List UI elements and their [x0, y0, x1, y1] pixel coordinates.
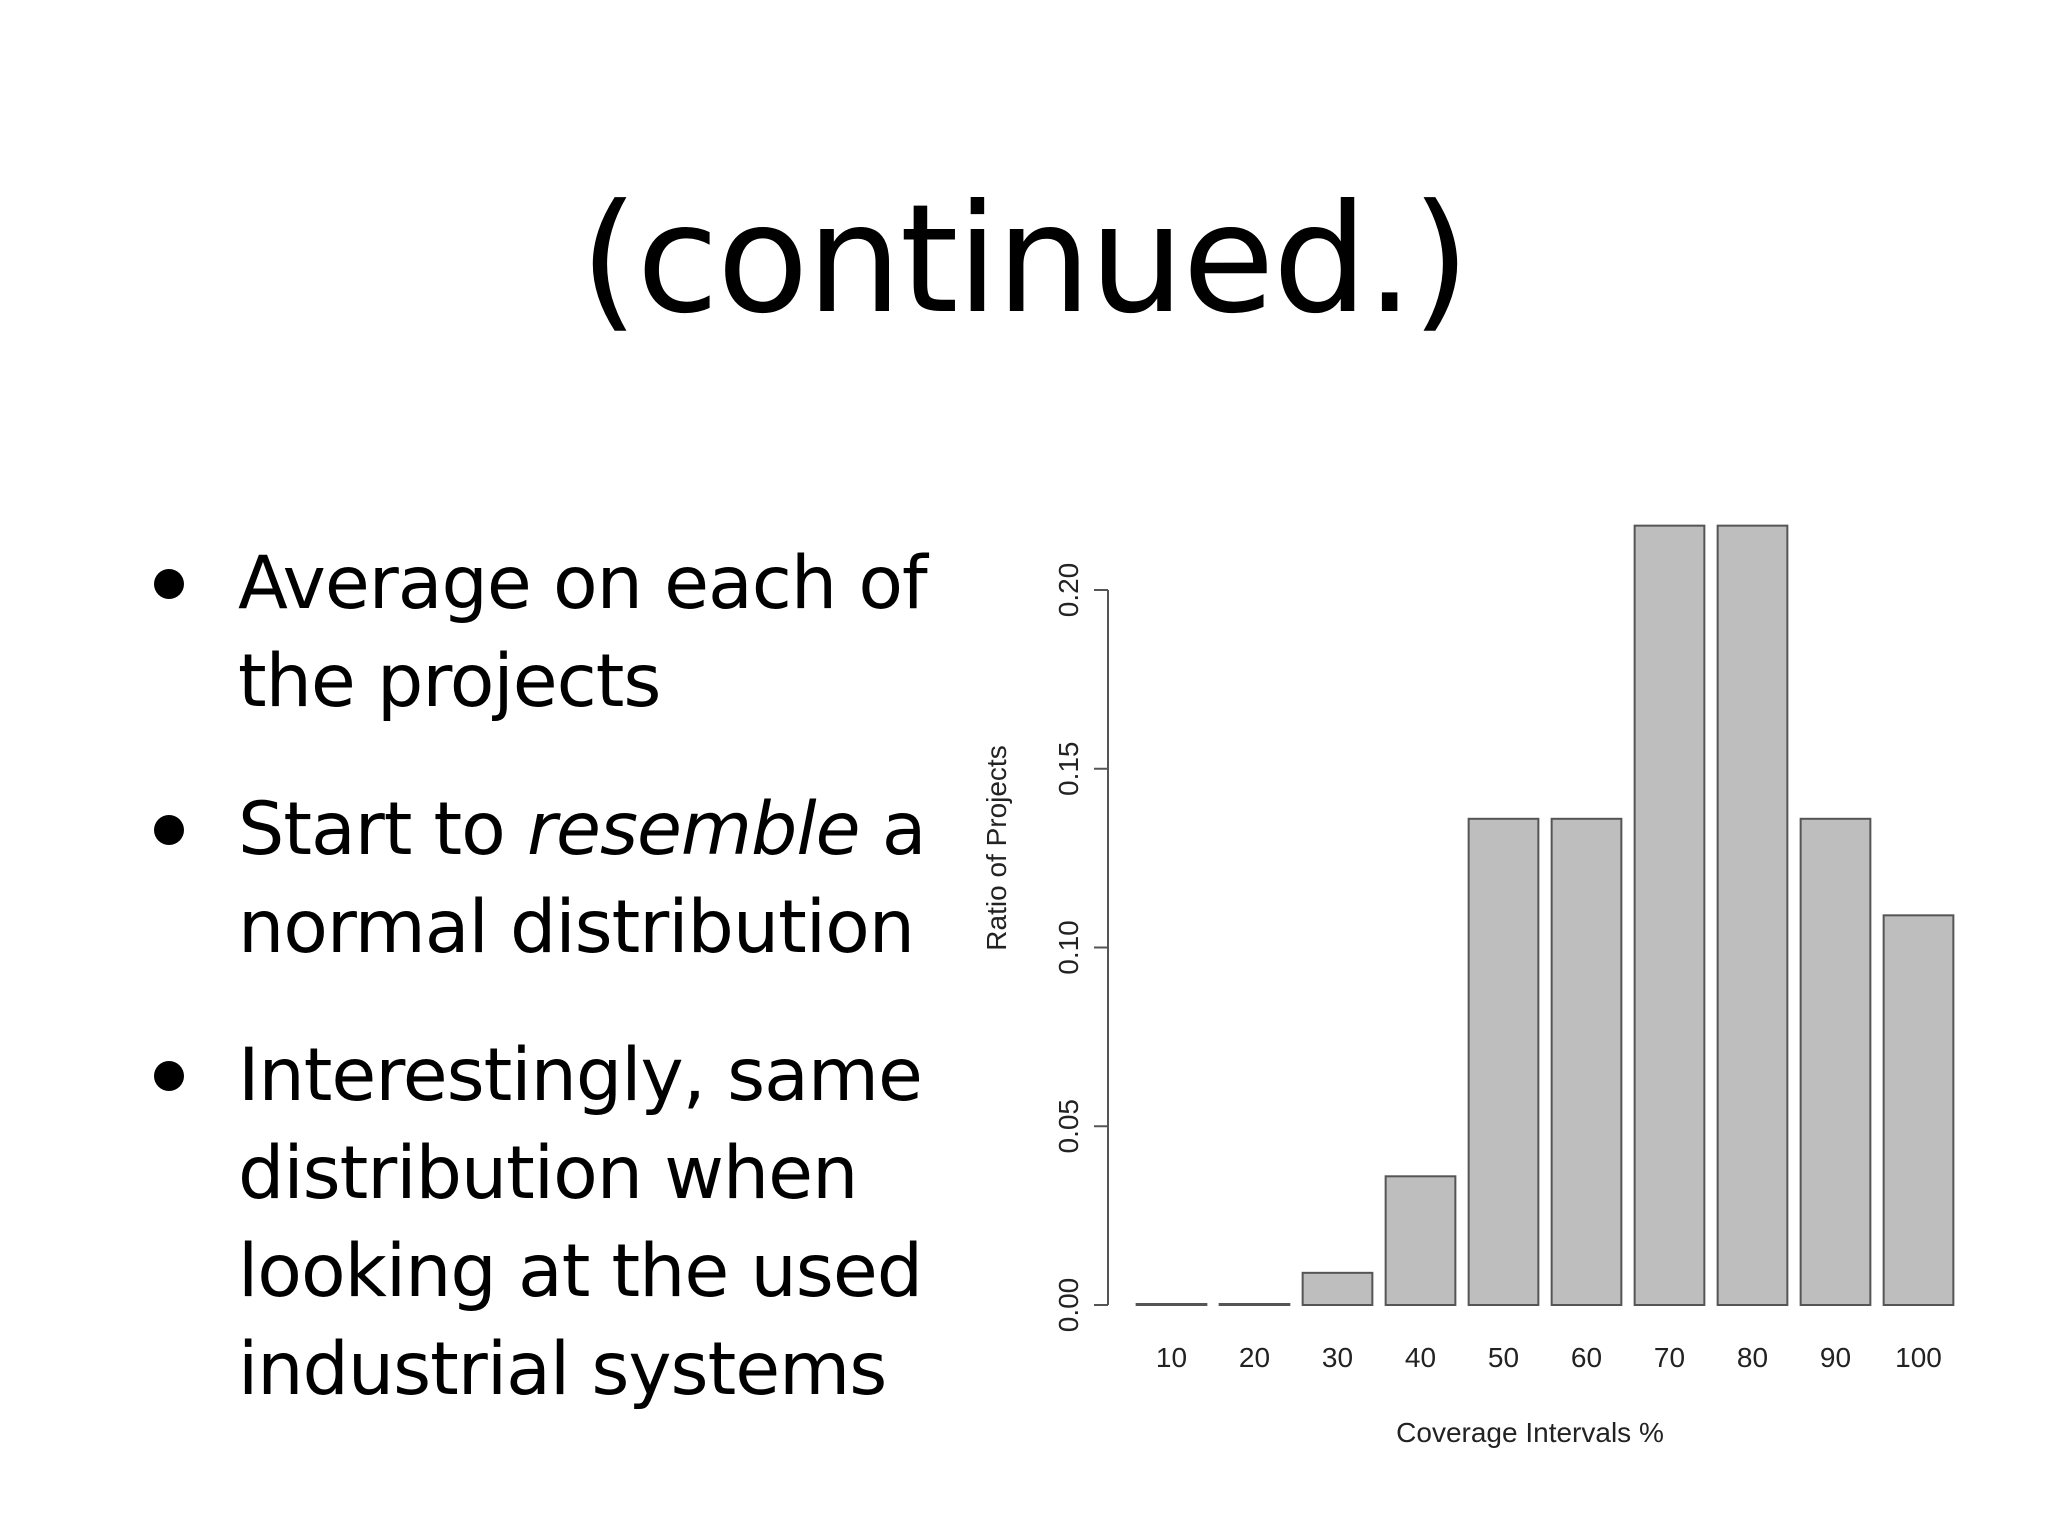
- bullet-text: Average on each of the projects: [238, 541, 928, 724]
- x-tick-label: 10: [1156, 1342, 1187, 1373]
- x-tick-label: 60: [1571, 1342, 1602, 1373]
- bullet-item: Start to resemble a normal distribution: [150, 781, 930, 977]
- bar-30: [1301, 1271, 1374, 1307]
- x-tick-label: 80: [1737, 1342, 1768, 1373]
- y-tick-label: 0.00: [1053, 1278, 1084, 1333]
- x-tick-label: 70: [1654, 1342, 1685, 1373]
- y-tick-label: 0.20: [1053, 563, 1084, 618]
- y-tick-label: 0.10: [1053, 920, 1084, 975]
- y-tick-label: 0.15: [1053, 742, 1084, 797]
- bars: [1135, 524, 1955, 1307]
- x-tick-label: 100: [1895, 1342, 1942, 1373]
- bullet-item: Average on each of the projects: [150, 535, 930, 731]
- bar-80: [1716, 524, 1789, 1306]
- bar-70: [1633, 524, 1706, 1306]
- y-axis: 0.00 0.05 0.10 0.15 0.20: [1053, 563, 1109, 1333]
- slide-title: (continued.): [579, 173, 1470, 347]
- bullet-emphasis-text: resemble: [527, 787, 861, 872]
- bullet-text: Interestingly, same distribution when lo…: [238, 1033, 923, 1412]
- x-tick-label: 30: [1322, 1342, 1353, 1373]
- bar-90: [1799, 817, 1872, 1306]
- bar-10: [1135, 1303, 1208, 1306]
- bullet-item: Interestingly, same distribution when lo…: [150, 1027, 930, 1419]
- bar-20: [1218, 1303, 1291, 1306]
- bar-60: [1550, 817, 1623, 1306]
- x-tick-label: 50: [1488, 1342, 1519, 1373]
- x-tick-label: 90: [1820, 1342, 1851, 1373]
- bar-100: [1882, 914, 1955, 1306]
- bar-50: [1467, 817, 1540, 1306]
- y-axis-label: Ratio of Projects: [981, 745, 1012, 950]
- bar-40: [1384, 1175, 1457, 1306]
- x-tick-label: 40: [1405, 1342, 1436, 1373]
- bullet-list: Average on each of the projects Start to…: [150, 535, 930, 1469]
- x-axis-label: Coverage Intervals %: [1396, 1417, 1664, 1448]
- bar-chart: 0.00 0.05 0.10 0.15 0.20 10 20 30 40 50 60 70 80 90 1…: [960, 500, 2000, 1500]
- chart-svg: 0.000.050.100.150.20 10 20 30 40 50 60 70 80 90 1…: [981, 524, 1955, 1448]
- bullet-text: a normal distribution: [238, 787, 926, 970]
- y-tick-label: 0.05: [1053, 1099, 1084, 1154]
- x-axis: 10 20 30 40 50 60 70 80 90 100: [1156, 1342, 1942, 1373]
- bullet-text: Start to: [238, 787, 528, 872]
- x-tick-label: 20: [1239, 1342, 1270, 1373]
